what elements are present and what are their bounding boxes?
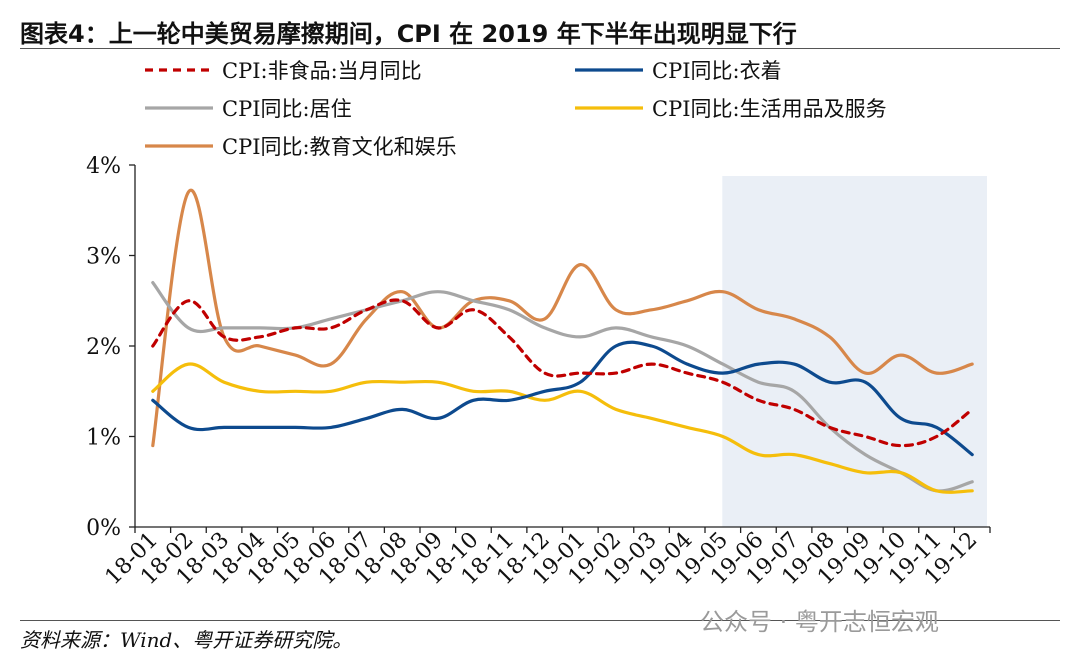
legend-label-2: CPI同比:居住	[222, 97, 352, 121]
chart-title: 图表4：上一轮中美贸易摩擦期间，CPI 在 2019 年下半年出现明显下行	[20, 20, 797, 48]
watermark: 公众号 · 粤开志恒宏观	[700, 608, 939, 636]
legend-label-3: CPI同比:生活用品及服务	[652, 97, 887, 121]
y-tick-label: 1%	[86, 426, 121, 451]
y-tick-label: 2%	[86, 335, 121, 360]
y-tick-label: 4%	[86, 154, 121, 179]
legend-label-4: CPI同比:教育文化和娱乐	[222, 135, 457, 159]
legend-label-0: CPI:非食品:当月同比	[222, 59, 422, 83]
series-line-3	[151, 362, 974, 494]
source-rule	[20, 620, 1060, 621]
title-rule	[20, 48, 1060, 49]
legend-label-1: CPI同比:衣着	[652, 59, 782, 83]
series-line-1	[151, 340, 974, 457]
series-line-4	[151, 188, 974, 448]
axes	[129, 164, 991, 533]
x-tick-labels: 18-0118-0218-0318-0418-0518-0618-0718-08…	[101, 528, 983, 591]
y-tick-labels: 0% 1% 2% 3% 4%	[86, 154, 121, 541]
source-note: 资料来源：Wind、粤开证券研究院。	[20, 628, 353, 652]
series-lines	[151, 188, 974, 494]
series-line-0	[151, 298, 974, 448]
highlight-region	[722, 176, 987, 527]
legend: CPI:非食品:当月同比 CPI同比:衣着 CPI同比:居住 CPI同比:生活用品及服…	[145, 59, 887, 159]
y-tick-label: 0%	[86, 516, 121, 541]
y-tick-label: 3%	[86, 245, 121, 270]
